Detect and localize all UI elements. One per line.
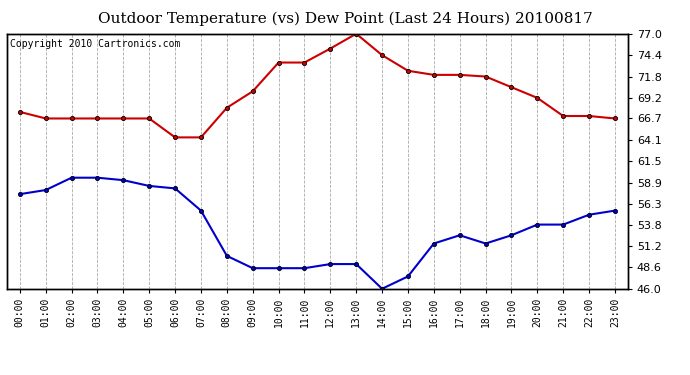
Text: Copyright 2010 Cartronics.com: Copyright 2010 Cartronics.com: [10, 39, 180, 49]
Text: Outdoor Temperature (vs) Dew Point (Last 24 Hours) 20100817: Outdoor Temperature (vs) Dew Point (Last…: [97, 11, 593, 26]
